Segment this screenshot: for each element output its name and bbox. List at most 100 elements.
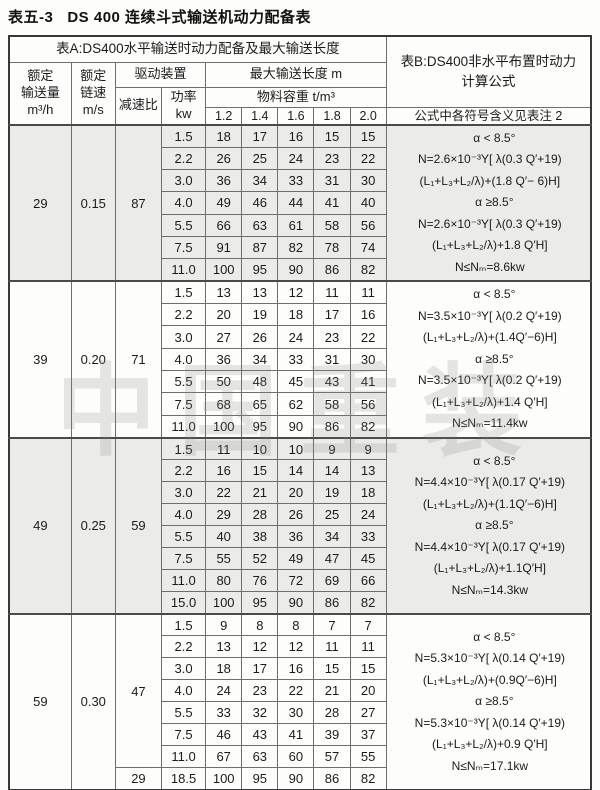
max-length-cell: 82: [349, 258, 387, 282]
power-cell: 7.5: [160, 547, 207, 571]
max-length-cell: 26: [205, 146, 243, 170]
max-length-cell: 41: [349, 370, 387, 394]
max-length-cell: 43: [313, 370, 351, 394]
max-length-cell: 15: [349, 657, 387, 681]
max-length-cell: 39: [313, 723, 351, 747]
col-header-speed: 额定 链速 m/s: [70, 61, 116, 126]
formula-line: N=2.6×10⁻³Y[ λ(0.3 Q′+19): [418, 216, 562, 231]
power-cell: 1.5: [160, 280, 207, 305]
max-length-cell: 63: [241, 745, 279, 769]
max-length-cell: 65: [241, 392, 279, 416]
max-length-cell: 66: [205, 213, 243, 237]
power-cell: 5.5: [160, 525, 207, 549]
max-length-cell: 78: [313, 235, 351, 260]
formula-line: (L₁+L₃+L₂/λ)+(1.4Q′−6)H]: [422, 330, 557, 345]
max-length-cell: 63: [241, 213, 279, 237]
max-length-cell: 33: [277, 168, 315, 193]
max-length-cell: 95: [241, 414, 279, 439]
max-length-cell: 25: [313, 503, 351, 527]
table-row: 39 0.20 71 1.5 13 13 12 11 11 α < 8.5° N=3.5×10⁻³Y…: [8, 280, 592, 439]
max-length-cell: 22: [277, 679, 315, 703]
table-row: 11.0 80 76 72 69 66: [9, 569, 591, 593]
speed-cell: 0.20: [70, 280, 116, 439]
max-length-cell: 14: [313, 459, 351, 483]
max-length-cell: 20: [205, 303, 243, 327]
max-length-cell: 95: [241, 258, 279, 282]
max-length-cell: 34: [241, 347, 279, 372]
max-length-cell: 82: [349, 767, 387, 790]
max-length-cell: 90: [277, 258, 315, 282]
header-row-sub: 减速比 功率 kw 物料容重 t/m³: [9, 86, 591, 126]
max-length-cell: 72: [277, 569, 315, 593]
max-length-cell: 26: [277, 503, 315, 527]
max-length-cell: 40: [205, 525, 243, 549]
density-header-5: 2.0: [349, 106, 387, 126]
table-row: 59 0.30 47 1.5 9 8 8 7 7 α < 8.5° N=5.3×10⁻³Y[ λ(0…: [8, 612, 592, 790]
max-length-cell: 12: [277, 635, 315, 659]
max-length-cell: 22: [349, 146, 387, 170]
max-length-cell: 68: [205, 392, 243, 416]
formula-lines: α < 8.5° N=3.5×10⁻³Y[ λ(0.2 Q′+19) (L₁+L₃+…: [387, 283, 590, 437]
formula-line: N=5.3×10⁻³Y[ λ(0.14 Q′+19): [414, 651, 566, 665]
max-length-cell: 95: [241, 767, 279, 790]
density-header-3: 1.6: [277, 106, 315, 126]
max-length-cell: 30: [349, 347, 387, 372]
max-length-cell: 24: [277, 325, 315, 349]
max-length-cell: 18: [205, 123, 243, 148]
table-header: 表A:DS400水平输送时动力配备及最大输送长度 表B:DS400非水平布置时动…: [8, 35, 592, 126]
max-length-cell: 13: [205, 280, 243, 305]
formula-line: N=4.4×10⁻³Y[ λ(0.17 Q′+19): [414, 539, 566, 554]
formula-line: (L₁+L₃+L₂/λ)+1.4 Q′H]: [432, 394, 548, 409]
power-cell: 7.5: [160, 235, 207, 260]
max-length-cell: 26: [241, 325, 279, 349]
formula-line: (L₁+L₃+L₂/λ)+(1.8 Q′− 6)H]: [419, 173, 561, 188]
max-length-cell: 41: [277, 723, 315, 747]
power-cell: 15.0: [160, 591, 207, 615]
max-length-cell: 66: [349, 569, 387, 593]
max-length-cell: 91: [205, 235, 243, 260]
page-title-number: 表五-3: [8, 9, 54, 26]
speed-unit: m/s: [82, 101, 104, 117]
max-length-cell: 57: [313, 745, 351, 769]
max-length-cell: 22: [349, 325, 387, 349]
power-cell: 7.5: [160, 392, 207, 416]
formula-line: N=3.5×10⁻³Y[ λ(0.2 Q′+19): [418, 373, 562, 388]
formula-lines: α < 8.5° N=4.4×10⁻³Y[ λ(0.17 Q′+19) (L₁+L₃…: [387, 449, 590, 604]
max-length-cell: 55: [349, 745, 387, 769]
col-header-power: 功率 kw: [160, 86, 207, 126]
table-row: 11.0 100 95 90 86 82: [9, 414, 591, 439]
max-length-cell: 44: [277, 191, 315, 215]
formula-line: N=3.5×10⁻³Y[ λ(0.2 Q′+19): [418, 308, 562, 323]
capacity-label-line2: 输送量: [20, 84, 60, 100]
capacity-unit: m³/h: [27, 101, 54, 117]
max-length-cell: 90: [277, 414, 315, 439]
max-length-cell: 15: [313, 657, 351, 681]
col-header-max-length: 最大输送长度 m: [205, 61, 387, 88]
power-cell: 5.5: [160, 701, 207, 725]
max-length-cell: 55: [205, 547, 243, 571]
table-row: 11.0 100 95 90 86 82: [9, 258, 591, 282]
formula-line: (L₁+L₃+L₂/λ)+(1.1Q′−6)H]: [422, 496, 557, 511]
ratio-cell: 87: [114, 123, 163, 282]
max-length-cell: 61: [277, 213, 315, 237]
max-length-cell: 48: [241, 370, 279, 394]
table-row: 2.2 26 25 24 23 22: [9, 146, 591, 170]
formula-line: (L₁+L₃+L₂/λ)+1.8 Q′H]: [432, 238, 548, 253]
power-cell: 11.0: [160, 414, 207, 439]
max-length-cell: 69: [313, 569, 351, 593]
max-length-cell: 24: [277, 146, 315, 170]
table-row: 29 18.5 100 95 90 86 82: [9, 767, 591, 790]
ratio-cell: 47: [114, 612, 163, 769]
max-length-cell: 47: [313, 547, 351, 571]
header-row-density-values: 1.2 1.4 1.6 1.8 2.0 公式中各符号含义见表注 2: [9, 106, 592, 126]
power-cell: 11.0: [160, 258, 207, 282]
formula-line: N≤Nₘ=8.6kw: [454, 259, 525, 274]
max-length-cell: 27: [349, 701, 387, 725]
max-length-cell: 58: [313, 392, 351, 416]
formula-line: (L₁+L₃+L₂/λ)+1.1Q′H]: [433, 561, 546, 575]
page-title: 表五-3 DS 400 连续斗式输送机动力配备表: [8, 6, 311, 27]
max-length-cell: 100: [205, 767, 243, 790]
speed-cell: 0.25: [70, 436, 116, 615]
max-length-cell: 9: [205, 612, 243, 637]
ratio-cell: 59: [114, 436, 163, 615]
